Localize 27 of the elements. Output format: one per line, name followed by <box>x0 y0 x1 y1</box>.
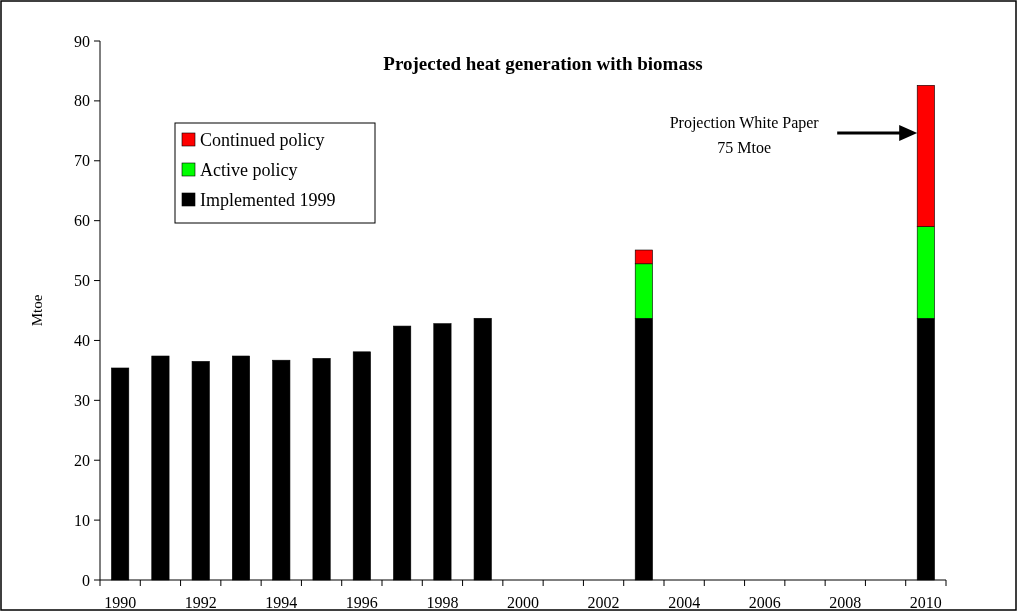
y-tick-label: 30 <box>74 391 90 409</box>
x-tick-label: 2010 <box>909 594 942 611</box>
y-tick-label: 20 <box>74 451 90 469</box>
x-tick-label: 1990 <box>104 594 137 611</box>
y-tick-label: 60 <box>74 212 90 230</box>
y-tick-label: 10 <box>74 511 90 529</box>
annotation: Projection White Paper 75 Mtoe <box>669 114 820 156</box>
text: Projected heat generation with biomass <box>383 53 703 74</box>
y-tick-label: 70 <box>74 152 90 170</box>
x-tick-label: 1992 <box>184 594 217 611</box>
x-tick-label: 2008 <box>829 594 862 611</box>
x-tick-label: 1994 <box>265 594 298 611</box>
legend-label: Active policy <box>200 160 298 181</box>
y-tick-label: 0 <box>82 571 90 589</box>
y-axis-title: Mtoe <box>29 294 45 327</box>
y-tick-label: 90 <box>74 32 90 50</box>
legend-label: Implemented 1999 <box>200 190 336 211</box>
y-tick-label: 40 <box>74 332 90 350</box>
x-tick-label: 1998 <box>426 594 459 611</box>
y-tick-label: 80 <box>74 92 90 110</box>
x-tick-label: 2002 <box>587 594 620 611</box>
x-tick-label: 2000 <box>507 594 539 611</box>
legend-label: Continued policy <box>200 130 325 151</box>
y-tick-label: 50 <box>74 272 90 290</box>
x-tick-label: 2006 <box>748 594 781 611</box>
x-tick-label: 2004 <box>668 594 701 611</box>
x-tick-label: 1996 <box>345 594 378 611</box>
